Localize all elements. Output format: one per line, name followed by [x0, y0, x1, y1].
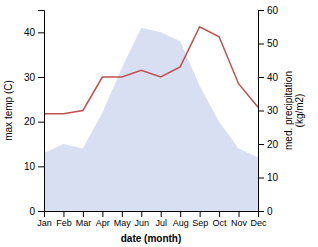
tick-label: May — [114, 218, 132, 228]
area — [44, 28, 258, 211]
tick-label: Jan — [37, 218, 52, 228]
tick-mark — [258, 44, 264, 45]
tick-label: 60 — [267, 5, 279, 16]
tick: Dec — [250, 211, 267, 228]
tick: Sep — [192, 211, 208, 228]
axis-line — [38, 11, 45, 212]
tick-mark — [38, 211, 44, 212]
tick-label: Apr — [96, 218, 110, 228]
tick-label: 0 — [267, 206, 273, 217]
tick-label: 0 — [29, 206, 35, 217]
tick-mark — [161, 211, 162, 217]
axis-line — [259, 11, 265, 212]
tick-mark — [239, 211, 240, 217]
tick-mark — [102, 211, 103, 217]
tick-label: Nov — [231, 218, 248, 228]
tick: 40 — [258, 72, 279, 83]
tick: Apr — [96, 211, 110, 228]
tick: Mar — [76, 211, 92, 228]
tick: Feb — [56, 211, 72, 228]
tick-mark — [180, 211, 181, 217]
tick: Jun — [135, 211, 150, 228]
line — [44, 27, 258, 114]
tick-label: 30 — [267, 105, 279, 116]
tick-label: Dec — [250, 218, 267, 228]
tick-label: Jun — [135, 218, 150, 228]
tick-mark — [141, 211, 142, 217]
tick-label: Mar — [76, 218, 92, 228]
y2-axis: 0 10 20 30 40 50 60 — [258, 5, 279, 217]
tick-label: 30 — [24, 72, 36, 83]
axis-line — [45, 212, 259, 218]
tick: Oct — [213, 211, 228, 228]
tick-mark — [219, 211, 220, 217]
tick: 30 — [24, 72, 44, 83]
tick-mark — [122, 211, 123, 217]
tick-mark — [258, 211, 264, 212]
tick: 20 — [258, 139, 279, 150]
tick: May — [114, 211, 132, 228]
tick: 50 — [258, 38, 279, 49]
x-axis: Jan Feb Mar Apr MayJun Jul AugSep OctNovDec — [37, 211, 267, 228]
y-axis-title: max temp (C) — [3, 80, 14, 141]
tick-label: 10 — [267, 172, 279, 183]
tick-mark — [258, 111, 264, 112]
tick-mark — [258, 77, 264, 78]
tick-label: 40 — [24, 27, 36, 38]
tick: 10 — [24, 161, 44, 172]
tick: 30 — [258, 105, 279, 116]
tick-label: 50 — [267, 38, 279, 49]
tick-mark — [83, 211, 84, 217]
tick-mark — [38, 122, 44, 123]
tick: Jan — [37, 211, 52, 228]
tick-label: Jul — [155, 218, 167, 228]
tick-label: 10 — [24, 161, 36, 172]
y2-axis-title: med. precipitation(kg/m2) — [283, 71, 306, 150]
title-line: med. precipitation — [283, 71, 294, 150]
tick-label: 20 — [24, 116, 36, 127]
marks — [44, 27, 258, 211]
tick-label: Feb — [56, 218, 72, 228]
tick-mark — [258, 178, 264, 179]
tick: 40 — [24, 27, 44, 38]
tick-label: Aug — [173, 218, 189, 228]
tick: 20 — [24, 116, 44, 127]
title-line: (kg/m2) — [294, 94, 305, 128]
tick-mark — [258, 144, 264, 145]
tick: 0 — [29, 206, 44, 217]
tick-label: 20 — [267, 139, 279, 150]
tick: 10 — [258, 172, 279, 183]
tick-label: Oct — [213, 218, 228, 228]
tick-mark — [38, 166, 44, 167]
tick: Jul — [155, 211, 167, 228]
tick-label: 40 — [267, 72, 279, 83]
tick-mark — [200, 211, 201, 217]
tick-mark — [38, 77, 44, 78]
tick-mark — [38, 32, 44, 33]
tick-mark — [63, 211, 64, 217]
plot: JanFebMarAprMayJunJulAugSepOctNovDec0102… — [24, 5, 279, 229]
x-axis-title: date (month) — [121, 233, 182, 244]
chart: JanFebMarAprMayJunJulAugSepOctNovDec0102… — [0, 0, 318, 247]
tick: Aug — [173, 211, 189, 228]
tick-label: Sep — [192, 218, 208, 228]
tick-mark — [258, 10, 264, 11]
y-axis: 0 10 20 30 40 — [24, 11, 45, 217]
tick: 60 — [258, 5, 279, 16]
tick: 0 — [258, 206, 273, 217]
tick: Nov — [231, 211, 248, 228]
